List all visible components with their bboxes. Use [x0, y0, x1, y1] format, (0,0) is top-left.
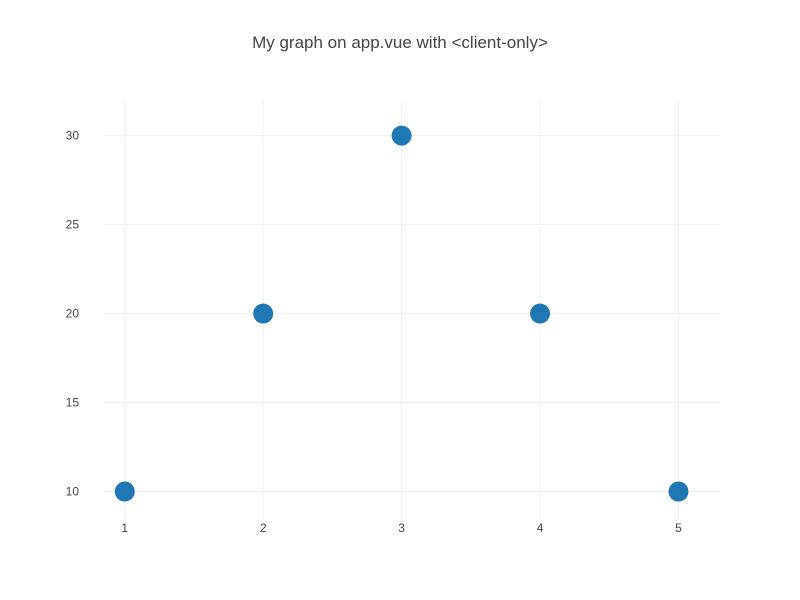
- x-tick-label: 5: [675, 521, 682, 535]
- x-tick-label: 4: [537, 521, 544, 535]
- x-tick-label: 2: [260, 521, 267, 535]
- x-gridlines: [124, 100, 679, 520]
- x-axis-ticks: 1 2 3 4 5: [121, 521, 682, 535]
- data-point[interactable]: [530, 303, 551, 324]
- y-axis-ticks: 10 15 20 25 30: [66, 129, 80, 499]
- y-tick-label: 25: [66, 218, 80, 232]
- data-point[interactable]: [114, 481, 135, 502]
- chart-title: My graph on app.vue with <client-only>: [252, 33, 548, 52]
- y-tick-label: 20: [66, 307, 80, 321]
- data-point[interactable]: [253, 303, 274, 324]
- data-point[interactable]: [668, 481, 689, 502]
- x-tick-label: 1: [121, 521, 128, 535]
- y-tick-label: 10: [66, 485, 80, 499]
- data-point[interactable]: [391, 125, 412, 146]
- x-tick-label: 3: [398, 521, 405, 535]
- y-gridlines: [104, 135, 720, 493]
- y-tick-label: 30: [66, 129, 80, 143]
- y-tick-label: 15: [66, 396, 80, 410]
- data-points: [114, 125, 689, 502]
